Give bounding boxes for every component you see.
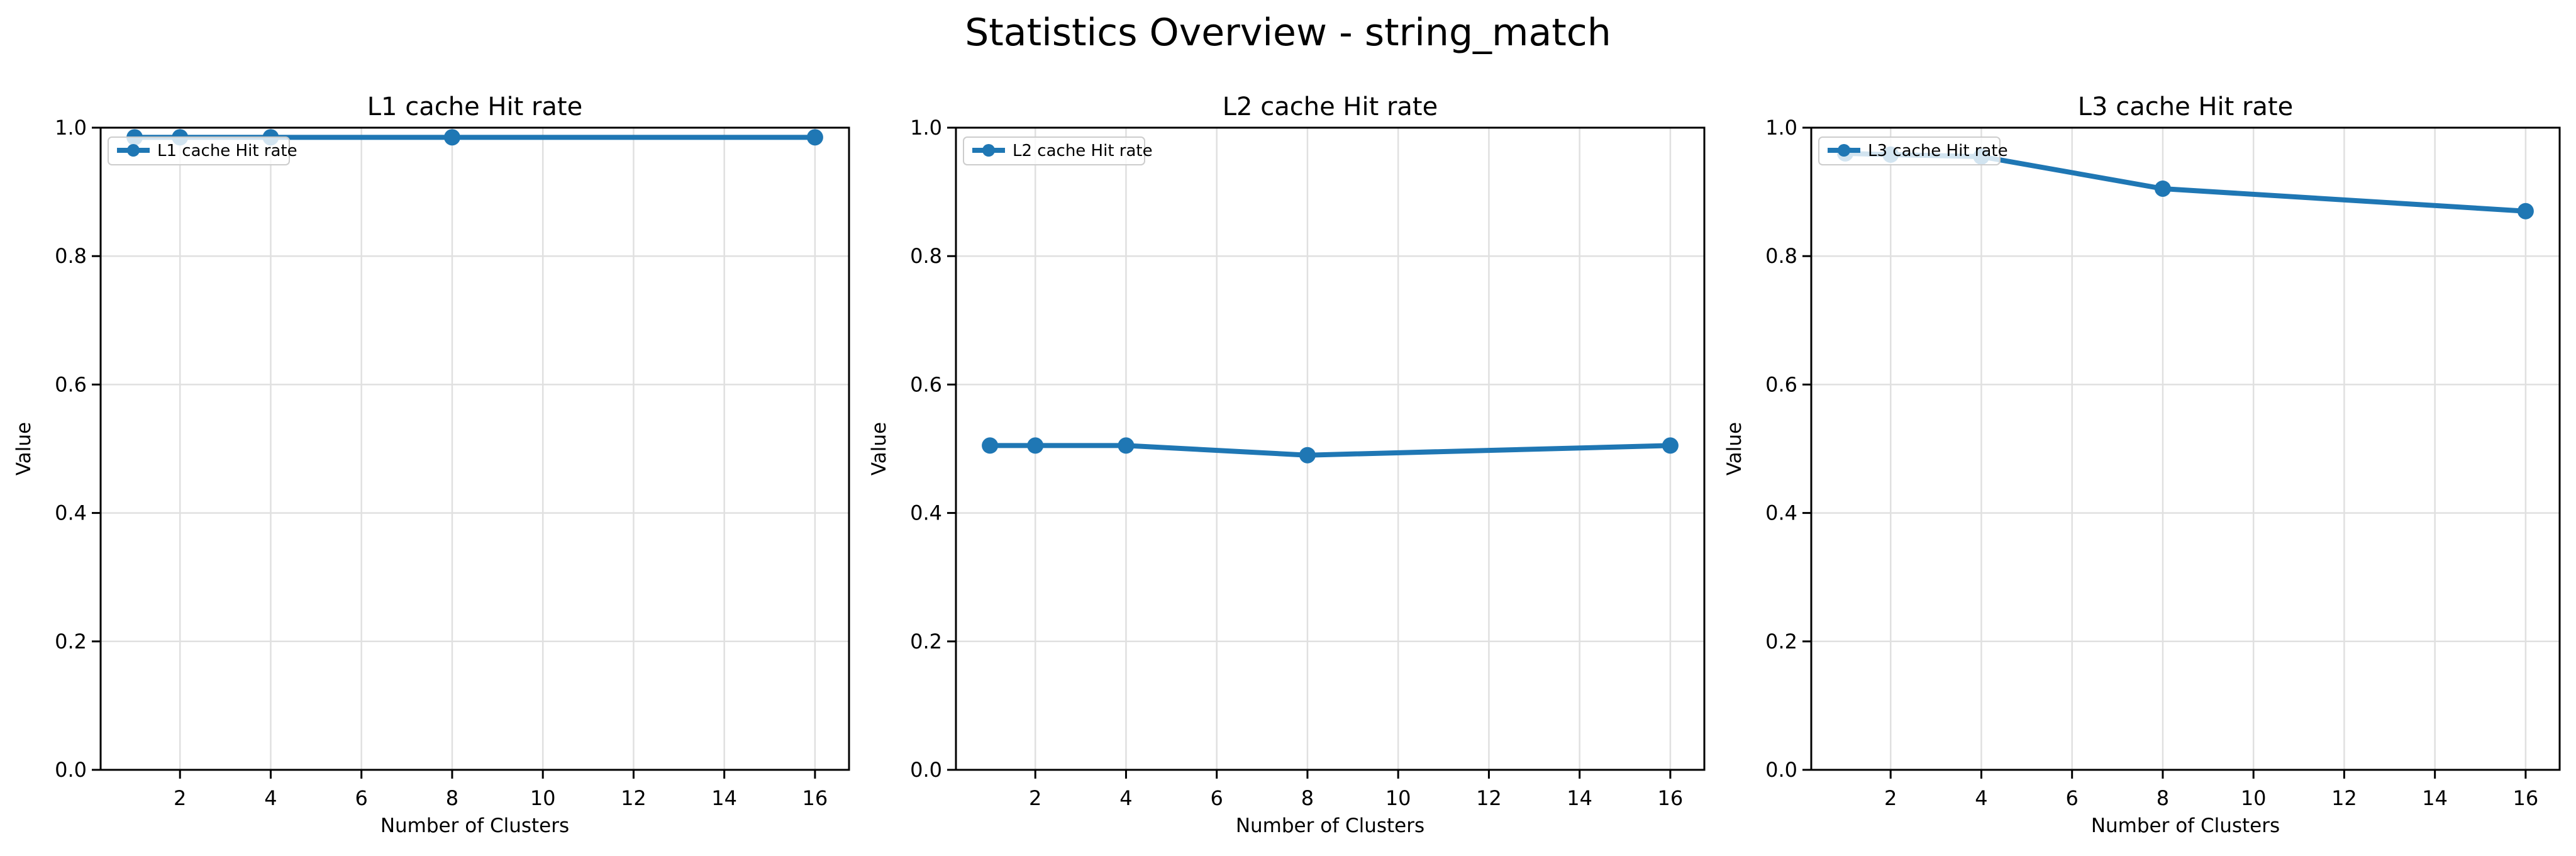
x-tick-label: 8 (446, 786, 458, 810)
x-tick-label: 10 (2241, 786, 2267, 810)
y-tick-label: 0.6 (1765, 372, 1797, 396)
y-tick-label: 0.6 (910, 372, 942, 396)
x-tick-label: 4 (1119, 786, 1132, 810)
x-tick-label: 8 (2157, 786, 2169, 810)
y-tick-label: 0.8 (910, 244, 942, 268)
legend-label: L3 cache Hit rate (1868, 142, 2008, 160)
y-tick-label: 0.0 (1765, 758, 1797, 782)
x-axis-label: Number of Clusters (1236, 814, 1424, 837)
x-tick-label: 10 (1385, 786, 1411, 810)
x-tick-label: 4 (1975, 786, 1987, 810)
axes-frame (955, 126, 1706, 771)
axes-frame (1810, 126, 2561, 771)
y-tick-label: 1.0 (910, 116, 942, 140)
x-tick-label: 6 (355, 786, 368, 810)
data-point (1027, 437, 1044, 454)
y-axis-label: Value (1723, 422, 1746, 475)
legend-swatch-marker (127, 144, 140, 157)
x-tick-label: 8 (1301, 786, 1314, 810)
y-tick-label: 0.2 (55, 630, 87, 653)
x-tick-label: 16 (2513, 786, 2539, 810)
data-point (443, 129, 460, 146)
data-point (2517, 203, 2534, 220)
y-tick-label: 0.4 (1765, 501, 1797, 525)
y-tick-label: 0.0 (910, 758, 942, 782)
subplot-title: L2 cache Hit rate (1223, 92, 1438, 121)
x-tick-label: 16 (802, 786, 828, 810)
y-tick-label: 1.0 (1765, 116, 1797, 140)
data-point (982, 437, 999, 454)
data-point (1662, 437, 1679, 454)
x-tick-label: 2 (1029, 786, 1041, 810)
y-tick-label: 0.8 (55, 244, 87, 268)
axes-frame (99, 126, 850, 771)
y-axis-label: Value (13, 422, 35, 475)
subplot-title: L1 cache Hit rate (367, 92, 582, 121)
x-tick-label: 12 (1476, 786, 1502, 810)
x-tick-label: 6 (2066, 786, 2079, 810)
data-line (987, 443, 1673, 458)
y-tick-label: 0.4 (55, 501, 87, 525)
x-tick-label: 10 (530, 786, 556, 810)
x-tick-label: 12 (621, 786, 647, 810)
figure-title: Statistics Overview - string_match (965, 11, 1611, 55)
x-tick-label: 2 (1884, 786, 1897, 810)
legend: L1 cache Hit rate (108, 136, 297, 165)
legend-swatch-marker (982, 144, 995, 157)
legend: L2 cache Hit rate (963, 136, 1153, 165)
y-tick-label: 1.0 (55, 116, 87, 140)
x-tick-label: 12 (2331, 786, 2357, 810)
legend-box (108, 136, 290, 165)
x-tick-label: 2 (174, 786, 186, 810)
y-tick-label: 0.2 (910, 630, 942, 653)
data-point (2154, 180, 2171, 197)
subplot-3: L3 cache Hit rate 2 4 6 8 10 12 14 16 0.0 0.2 0.4 0.… (1723, 92, 2561, 837)
x-tick-label: 14 (1567, 786, 1592, 810)
legend-box (1818, 136, 2001, 165)
x-tick-label: 16 (1658, 786, 1684, 810)
y-axis-label: Value (868, 422, 891, 475)
legend-swatch-marker (1838, 144, 1850, 157)
x-tick-label: 4 (264, 786, 277, 810)
x-tick-label: 14 (2422, 786, 2448, 810)
legend: L3 cache Hit rate (1818, 136, 2008, 165)
data-point (806, 129, 823, 146)
x-tick-label: 14 (711, 786, 737, 810)
legend-label: L2 cache Hit rate (1013, 142, 1153, 160)
y-tick-label: 0.6 (55, 372, 87, 396)
legend-box (963, 136, 1145, 165)
subplot-2: L2 cache Hit rate 2 4 6 8 10 12 14 16 0.0 0.2 0.4 0.… (868, 92, 1706, 837)
subplot-1: L1 cache Hit rate 2 4 6 8 10 12 14 16 0.0 0.2 0.4 0.… (13, 92, 850, 837)
y-tick-label: 0.2 (1765, 630, 1797, 653)
x-axis-label: Number of Clusters (2091, 814, 2280, 837)
data-point (1118, 437, 1135, 454)
data-point (1299, 447, 1316, 464)
subplot-title: L3 cache Hit rate (2078, 92, 2293, 121)
legend-label: L1 cache Hit rate (157, 142, 297, 160)
x-axis-label: Number of Clusters (380, 814, 569, 837)
y-tick-label: 0.8 (1765, 244, 1797, 268)
y-tick-label: 0.0 (55, 758, 87, 782)
y-tick-label: 0.4 (910, 501, 942, 525)
x-tick-label: 6 (1211, 786, 1223, 810)
